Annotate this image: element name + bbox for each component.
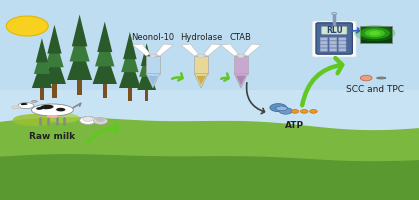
Circle shape bbox=[96, 118, 105, 122]
Ellipse shape bbox=[360, 27, 390, 39]
Polygon shape bbox=[121, 42, 139, 72]
Polygon shape bbox=[43, 50, 66, 84]
Text: CTAB: CTAB bbox=[230, 33, 252, 42]
Polygon shape bbox=[194, 74, 208, 88]
Circle shape bbox=[310, 110, 317, 113]
Polygon shape bbox=[148, 76, 158, 85]
FancyBboxPatch shape bbox=[320, 45, 328, 48]
Polygon shape bbox=[95, 33, 114, 66]
Polygon shape bbox=[45, 35, 64, 67]
Circle shape bbox=[83, 117, 93, 121]
Circle shape bbox=[279, 108, 292, 114]
FancyBboxPatch shape bbox=[321, 27, 347, 34]
Polygon shape bbox=[236, 76, 246, 85]
Polygon shape bbox=[204, 44, 221, 56]
Ellipse shape bbox=[377, 77, 386, 79]
Ellipse shape bbox=[354, 25, 396, 41]
FancyBboxPatch shape bbox=[329, 45, 337, 48]
Polygon shape bbox=[141, 43, 153, 66]
FancyBboxPatch shape bbox=[238, 54, 244, 58]
FancyBboxPatch shape bbox=[339, 48, 346, 51]
Ellipse shape bbox=[21, 103, 28, 105]
FancyBboxPatch shape bbox=[194, 56, 208, 74]
Ellipse shape bbox=[12, 106, 20, 109]
Ellipse shape bbox=[365, 29, 385, 37]
Polygon shape bbox=[243, 44, 261, 56]
FancyBboxPatch shape bbox=[234, 56, 248, 74]
Circle shape bbox=[332, 12, 337, 15]
Polygon shape bbox=[221, 44, 238, 56]
FancyBboxPatch shape bbox=[320, 37, 328, 41]
Polygon shape bbox=[275, 106, 288, 111]
Polygon shape bbox=[36, 38, 48, 62]
Circle shape bbox=[291, 110, 299, 113]
Ellipse shape bbox=[31, 104, 73, 116]
FancyBboxPatch shape bbox=[360, 26, 392, 43]
Polygon shape bbox=[139, 52, 154, 77]
Circle shape bbox=[360, 75, 372, 81]
Polygon shape bbox=[93, 48, 117, 84]
FancyBboxPatch shape bbox=[329, 37, 337, 41]
Polygon shape bbox=[32, 59, 52, 88]
Ellipse shape bbox=[46, 113, 80, 123]
Circle shape bbox=[80, 116, 96, 124]
Polygon shape bbox=[70, 26, 90, 62]
FancyBboxPatch shape bbox=[146, 56, 160, 74]
FancyBboxPatch shape bbox=[150, 54, 156, 58]
Polygon shape bbox=[47, 25, 62, 54]
FancyBboxPatch shape bbox=[312, 21, 356, 57]
Bar bbox=[52, 84, 57, 98]
Polygon shape bbox=[67, 42, 92, 80]
Text: Neonol-10: Neonol-10 bbox=[132, 33, 174, 42]
Text: ATP: ATP bbox=[285, 121, 304, 130]
Ellipse shape bbox=[36, 107, 44, 110]
Bar bbox=[0, 0, 419, 90]
Bar bbox=[78, 80, 82, 95]
Polygon shape bbox=[146, 74, 160, 88]
Polygon shape bbox=[197, 76, 206, 85]
FancyBboxPatch shape bbox=[320, 41, 328, 44]
FancyBboxPatch shape bbox=[316, 23, 352, 54]
Polygon shape bbox=[181, 44, 199, 56]
Polygon shape bbox=[72, 14, 88, 46]
FancyBboxPatch shape bbox=[198, 54, 204, 58]
Circle shape bbox=[6, 16, 48, 36]
Polygon shape bbox=[234, 74, 248, 88]
Polygon shape bbox=[137, 63, 156, 90]
Text: Raw milk: Raw milk bbox=[29, 132, 75, 141]
Polygon shape bbox=[155, 44, 173, 56]
Ellipse shape bbox=[47, 115, 58, 118]
Polygon shape bbox=[123, 32, 137, 59]
Circle shape bbox=[270, 104, 287, 112]
Circle shape bbox=[300, 110, 308, 113]
Ellipse shape bbox=[56, 108, 65, 111]
Bar bbox=[103, 84, 107, 98]
Polygon shape bbox=[119, 56, 141, 88]
Circle shape bbox=[21, 104, 24, 105]
Bar bbox=[128, 88, 132, 101]
FancyBboxPatch shape bbox=[339, 45, 346, 48]
Circle shape bbox=[93, 118, 108, 124]
FancyBboxPatch shape bbox=[320, 48, 328, 51]
Polygon shape bbox=[97, 22, 112, 52]
FancyBboxPatch shape bbox=[339, 41, 346, 44]
Bar bbox=[145, 90, 148, 101]
Text: RLU: RLU bbox=[326, 26, 342, 35]
Ellipse shape bbox=[18, 103, 34, 109]
Ellipse shape bbox=[31, 100, 37, 102]
FancyBboxPatch shape bbox=[339, 37, 346, 41]
Text: SCC and TPC: SCC and TPC bbox=[346, 85, 404, 94]
Polygon shape bbox=[34, 47, 50, 74]
Text: Hydrolase: Hydrolase bbox=[180, 33, 222, 42]
Ellipse shape bbox=[369, 31, 380, 35]
Ellipse shape bbox=[40, 105, 54, 109]
Ellipse shape bbox=[13, 114, 54, 126]
Polygon shape bbox=[133, 44, 150, 56]
FancyBboxPatch shape bbox=[329, 41, 337, 44]
FancyBboxPatch shape bbox=[329, 48, 337, 51]
Bar bbox=[40, 88, 44, 100]
